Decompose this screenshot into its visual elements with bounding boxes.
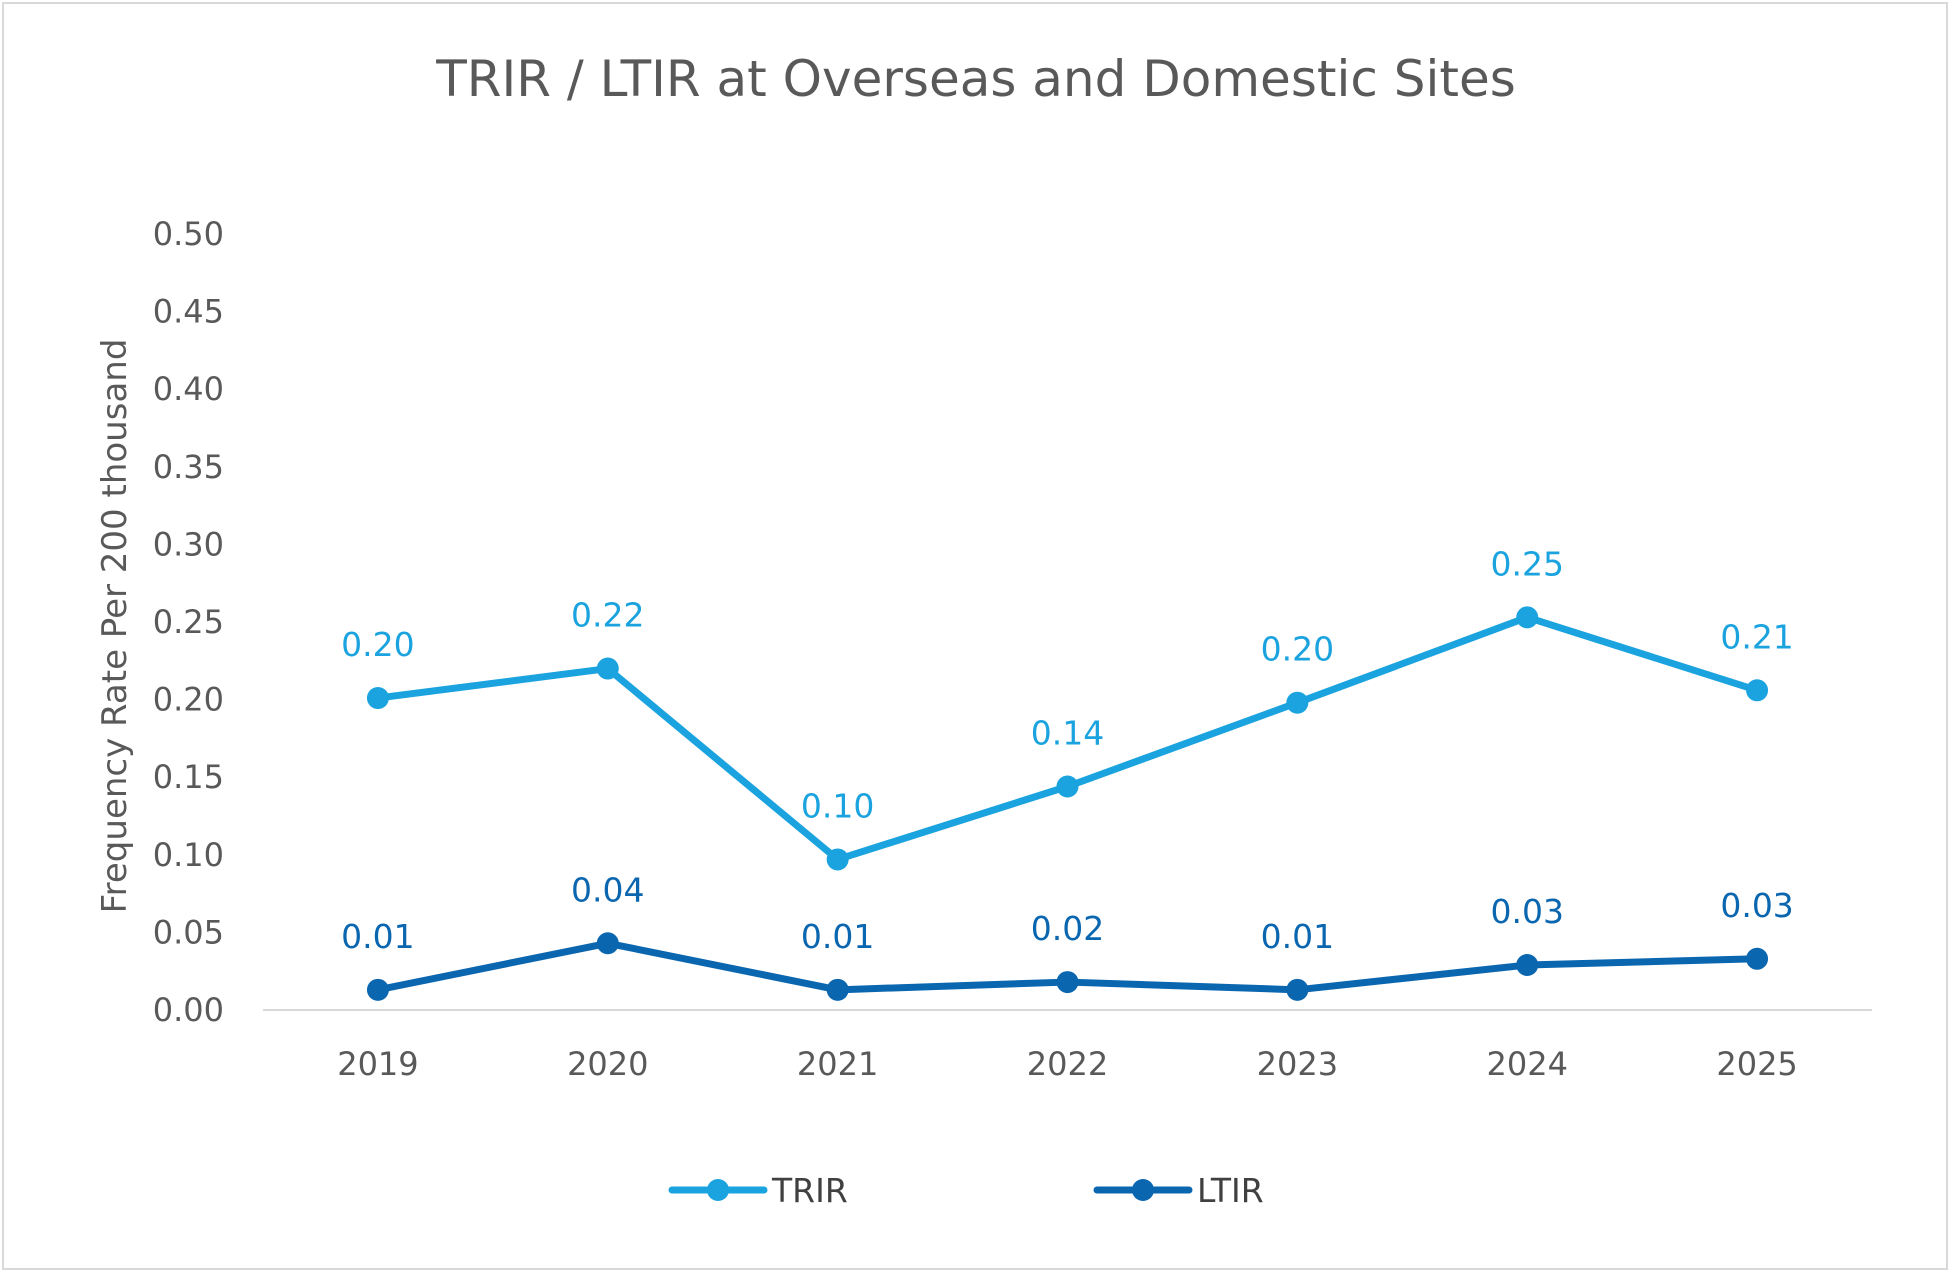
x-tick-label: 2021 — [797, 1045, 878, 1083]
series-group: 0.20 0.22 0.10 0.14 0.20 0.25 0.21 0.01 0.04 0.01… — [341, 544, 1794, 1001]
data-point-trir — [1746, 679, 1769, 702]
y-tick-label: 0.45 — [153, 293, 224, 331]
data-label-ltir: 0.01 — [801, 917, 874, 956]
data-label-trir: 0.22 — [571, 596, 644, 635]
legend-marker-ltir — [1132, 1179, 1154, 1201]
data-point-trir — [1516, 606, 1539, 629]
data-point-ltir — [596, 932, 619, 955]
data-label-ltir: 0.01 — [1261, 917, 1334, 956]
y-tick-label: 0.40 — [153, 370, 224, 408]
data-point-ltir — [366, 978, 389, 1001]
data-label-trir: 0.10 — [801, 786, 874, 825]
y-tick-label: 0.00 — [153, 991, 224, 1029]
y-axis-label: Frequency Rate Per 200 thousand — [95, 339, 135, 914]
y-tick-label: 0.05 — [153, 913, 224, 951]
y-axis-ticks: 0.00 0.05 0.10 0.15 0.20 0.25 0.30 0.35 0.40 0.45… — [153, 215, 224, 1029]
x-tick-label: 2024 — [1486, 1045, 1567, 1083]
data-point-ltir — [1746, 947, 1769, 970]
data-point-ltir — [1516, 953, 1539, 976]
legend: TRIR LTIR — [668, 1171, 1264, 1210]
y-tick-label: 0.35 — [153, 448, 224, 486]
data-label-ltir: 0.03 — [1490, 892, 1563, 931]
x-tick-label: 2023 — [1257, 1045, 1338, 1083]
legend-marker-trir — [707, 1179, 729, 1201]
data-point-trir — [366, 687, 389, 710]
legend-label-trir: TRIR — [771, 1171, 848, 1210]
data-point-trir — [1056, 775, 1079, 798]
data-point-ltir — [826, 978, 849, 1001]
data-point-trir — [1286, 691, 1309, 714]
data-label-ltir: 0.02 — [1031, 909, 1104, 948]
data-point-trir — [826, 848, 849, 871]
chart-title: TRIR / LTIR at Overseas and Domestic Sit… — [435, 50, 1516, 108]
data-label-ltir: 0.03 — [1720, 886, 1793, 925]
data-point-trir — [596, 657, 619, 680]
y-tick-label: 0.30 — [153, 525, 224, 563]
y-tick-label: 0.50 — [153, 215, 224, 253]
x-axis-ticks: 2019 2020 2021 2022 2023 2024 2025 — [337, 1045, 1798, 1083]
data-label-trir: 0.20 — [1261, 630, 1334, 669]
data-point-ltir — [1056, 971, 1079, 994]
x-tick-label: 2025 — [1716, 1045, 1797, 1083]
data-label-trir: 0.14 — [1031, 714, 1104, 753]
x-tick-label: 2020 — [567, 1045, 648, 1083]
data-label-ltir: 0.01 — [341, 917, 414, 956]
data-label-trir: 0.20 — [341, 625, 414, 664]
legend-label-ltir: LTIR — [1197, 1171, 1264, 1210]
y-tick-label: 0.15 — [153, 758, 224, 796]
data-label-ltir: 0.04 — [571, 870, 644, 909]
x-tick-label: 2022 — [1027, 1045, 1108, 1083]
data-label-trir: 0.25 — [1490, 544, 1563, 583]
y-tick-label: 0.10 — [153, 836, 224, 874]
data-point-ltir — [1286, 978, 1309, 1001]
data-label-trir: 0.21 — [1720, 617, 1793, 656]
y-tick-label: 0.25 — [153, 603, 224, 641]
y-tick-label: 0.20 — [153, 681, 224, 719]
x-tick-label: 2019 — [337, 1045, 418, 1083]
